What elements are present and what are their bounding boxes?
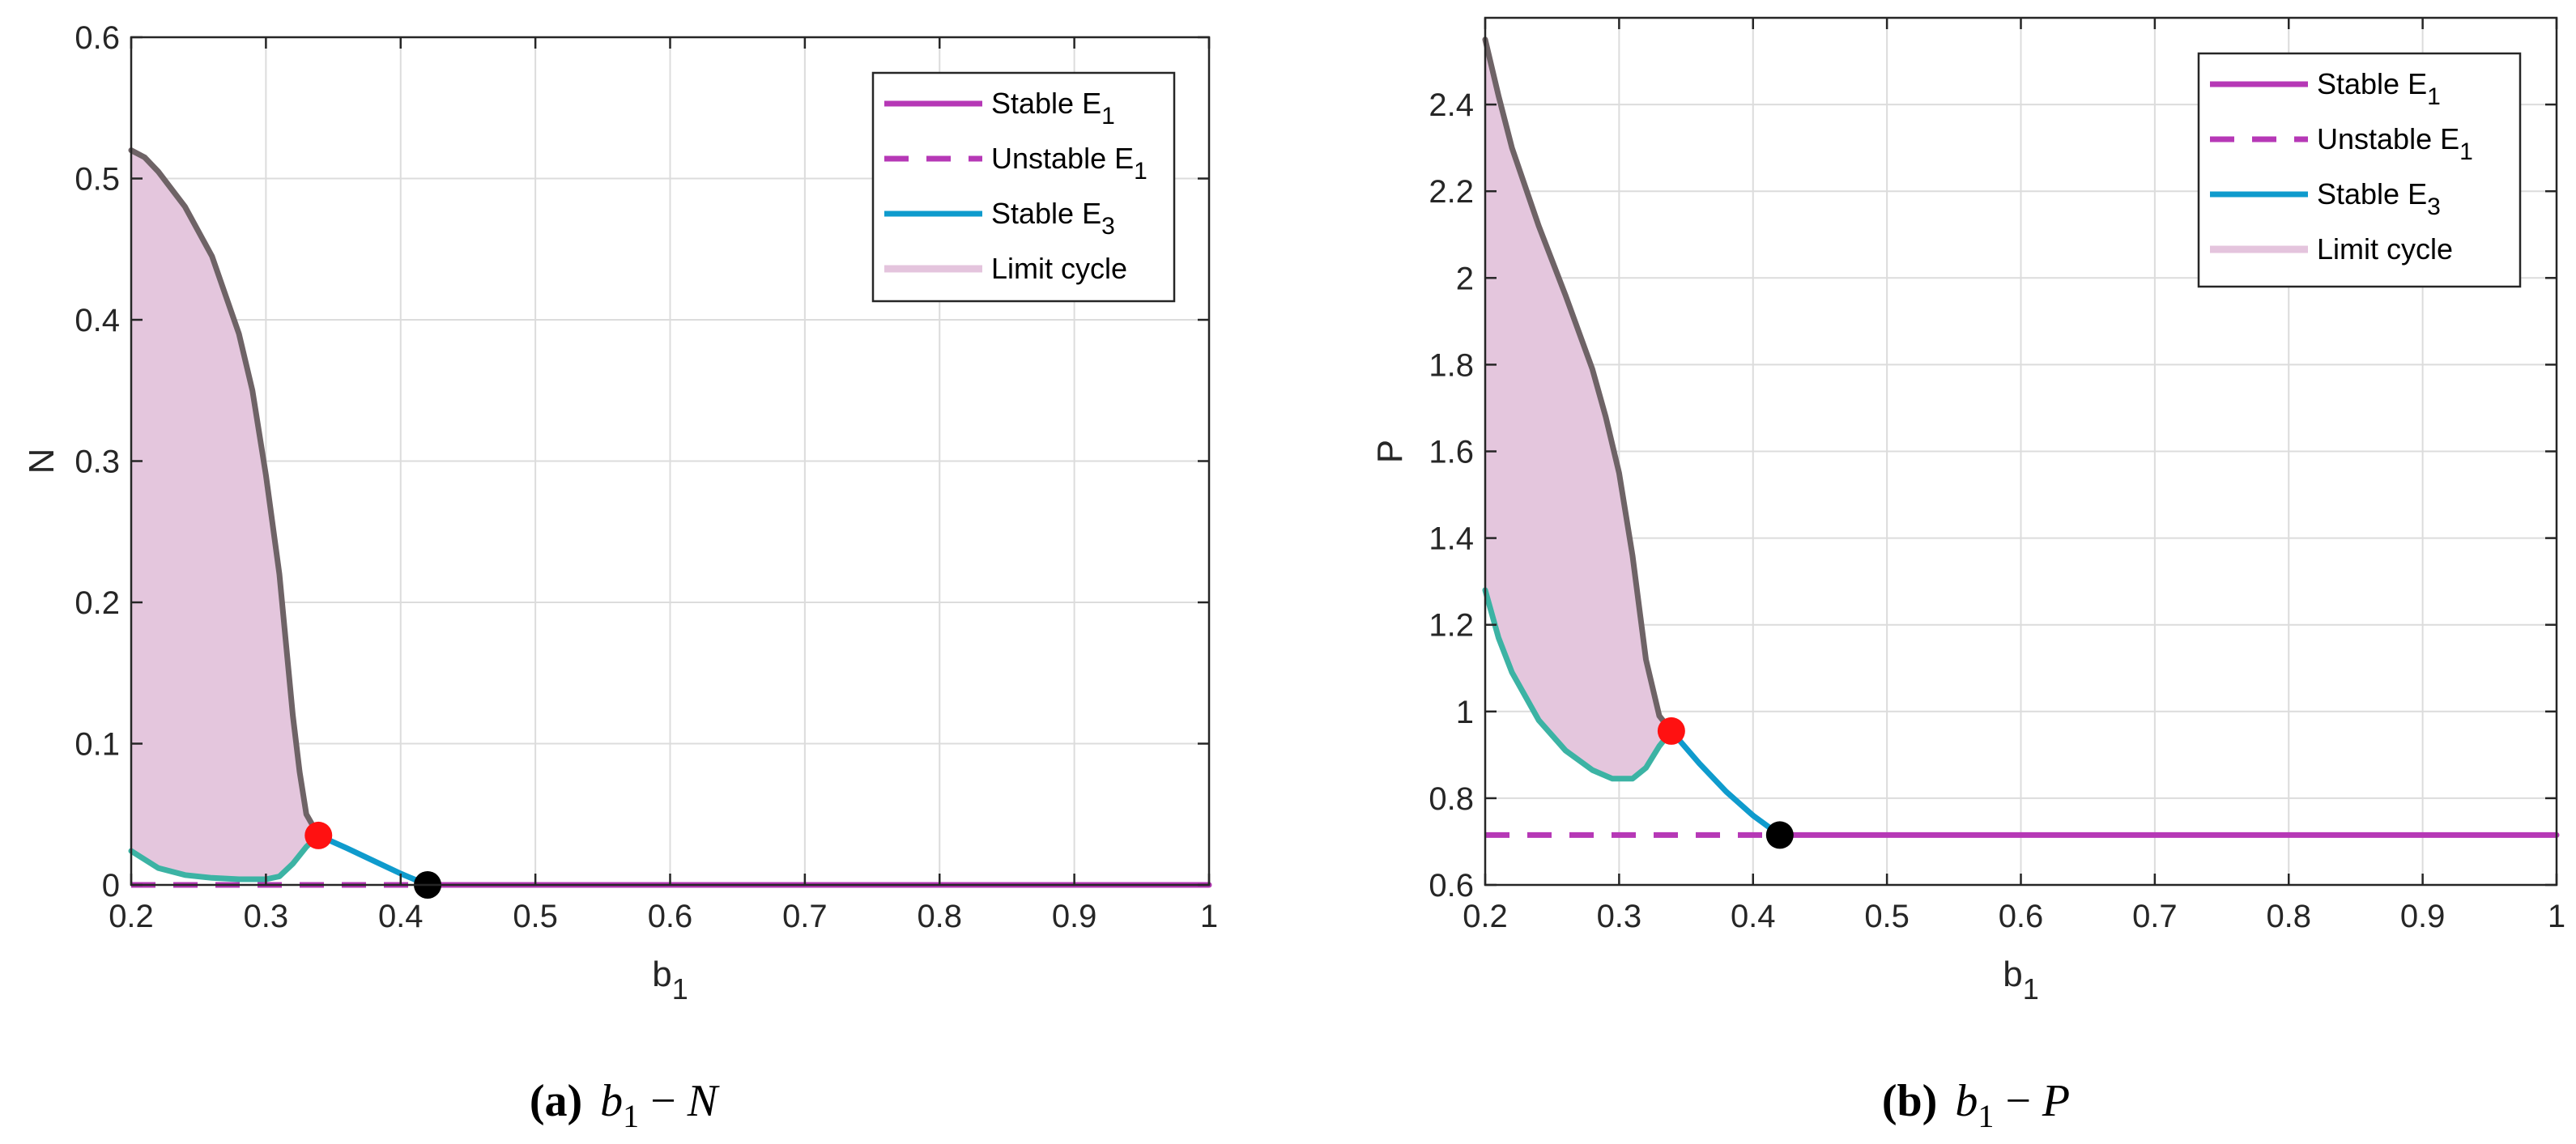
series-stable-e3 (1668, 728, 1783, 838)
chart-a: 0.2 0.3 0.4 0.5 0.6 0.7 0.8 0.9 1 0 0.1 0.2 0.3 0.4 0.… (22, 20, 1218, 1134)
y-tick-label: 1.6 (1429, 435, 1474, 470)
y-tick-label: 0.4 (75, 303, 120, 338)
x-tick-label: 0.2 (1463, 899, 1508, 934)
y-tick-label: 0.1 (75, 727, 120, 763)
chart-caption: (b) b1 − P (1882, 1076, 2070, 1134)
x-tick-label: 0.2 (109, 899, 154, 934)
y-tick-label: 0 (102, 868, 120, 904)
legend-label-sub: 1 (2427, 83, 2441, 110)
legend-label-main: Stable E (991, 197, 1101, 230)
y-tick-label: 1 (1456, 695, 1474, 730)
y-tick-label: 0.5 (75, 162, 120, 198)
legend-label-sub: 1 (1134, 158, 1147, 185)
legend-label-main: Unstable E (2317, 122, 2459, 155)
x-tick-label: 0.9 (2400, 899, 2446, 934)
chart-caption: (a) b1 − N (530, 1076, 720, 1134)
legend-label-main: Stable E (2317, 67, 2427, 100)
x-tick-label: 0.4 (378, 899, 424, 934)
legend-label-main: Unstable E (991, 142, 1134, 175)
y-tick-label: 0.3 (75, 444, 120, 480)
y-tick-label: 2.2 (1429, 174, 1474, 210)
x-tick-label: 0.5 (513, 899, 558, 934)
x-tick-label: 0.7 (782, 899, 828, 934)
caption-op: − (1994, 1076, 2042, 1126)
transcritical-point-marker (1765, 821, 1794, 849)
caption-tag: (a) (530, 1076, 582, 1126)
x-axis-label: b1 (2003, 955, 2039, 1006)
legend-label-main: Limit cycle (2317, 232, 2453, 266)
x-tick-label: 0.3 (244, 899, 289, 934)
chart-b: 0.2 0.3 0.4 0.5 0.6 0.7 0.8 0.9 1 0.6 0.8 1 1.2 1.4 1.… (1370, 16, 2565, 1134)
x-tick-label: 0.8 (917, 899, 962, 934)
y-tick-label: 0.2 (75, 585, 120, 621)
caption-tag: (b) (1882, 1076, 1937, 1126)
x-tick-label: 1 (2548, 899, 2565, 934)
series-limit-cycle-max (1482, 36, 1675, 734)
x-tick-label: 0.4 (1731, 899, 1776, 934)
x-tick-label: 0.5 (1864, 899, 1910, 934)
caption-sub: 1 (623, 1098, 639, 1134)
y-tick-label: 2 (1456, 261, 1474, 296)
x-tick-label: 0.9 (1052, 899, 1097, 934)
legend-label-sub: 3 (2427, 194, 2441, 220)
x-axis-label: b1 (652, 955, 688, 1006)
legend-label-main: Stable E (991, 87, 1101, 120)
x-axis-label-main: b (652, 955, 671, 994)
legend-label-sub: 1 (2459, 138, 2473, 165)
y-tick-label: 1.8 (1429, 347, 1474, 383)
caption-var: b (600, 1076, 623, 1126)
legend-label: Stable E3 (2317, 177, 2441, 220)
caption-op: − (639, 1076, 688, 1126)
series-stable-e3 (315, 832, 431, 888)
x-tick-label: 0.3 (1597, 899, 1642, 934)
legend-label: Limit cycle (991, 252, 1127, 285)
hopf-point-marker (1657, 717, 1685, 745)
x-tick-label: 1 (1200, 899, 1218, 934)
y-tick-label: 0.8 (1429, 781, 1474, 817)
series-limit-cycle-max (128, 147, 321, 839)
limit-cycle-region (1485, 39, 1671, 779)
x-tick-label: 0.8 (2266, 899, 2311, 934)
y-tick-label: 1.2 (1429, 608, 1474, 644)
legend-label: Unstable E1 (2317, 122, 2473, 165)
y-tick-label: 0.6 (75, 20, 120, 56)
y-tick-label: 2.4 (1429, 87, 1474, 123)
caption-var: b (1955, 1076, 1978, 1126)
caption-rhs: P (2042, 1076, 2070, 1126)
x-axis-label-sub: 1 (672, 972, 688, 1006)
limit-cycle-region (131, 150, 319, 880)
legend-label: Stable E1 (991, 87, 1115, 130)
legend-label: Unstable E1 (991, 142, 1147, 185)
y-axis-label: P (1370, 440, 1410, 463)
legend-label-main: Limit cycle (991, 252, 1127, 285)
caption-sub: 1 (1978, 1098, 1994, 1134)
y-axis-label: N (22, 449, 62, 474)
x-tick-label: 0.6 (1999, 899, 2044, 934)
caption-rhs: N (687, 1076, 720, 1126)
x-tick-label: 0.6 (648, 899, 693, 934)
series-limit-cycle-min (1482, 587, 1675, 782)
legend-box (871, 71, 1176, 303)
legend-label: Stable E1 (2317, 67, 2441, 110)
x-tick-label: 0.7 (2132, 899, 2178, 934)
x-axis-label-main: b (2003, 955, 2022, 994)
hopf-point-marker (304, 821, 333, 849)
legend-label-main: Stable E (2317, 177, 2427, 211)
x-axis-label-sub: 1 (2023, 972, 2039, 1006)
legend-label: Stable E3 (991, 197, 1115, 240)
legend-label-sub: 1 (1101, 103, 1115, 130)
legend-label-sub: 3 (1101, 213, 1115, 240)
y-tick-label: 1.4 (1429, 521, 1474, 557)
legend-label: Limit cycle (2317, 232, 2453, 266)
y-tick-label: 0.6 (1429, 868, 1474, 904)
series-limit-cycle-min (128, 832, 321, 882)
